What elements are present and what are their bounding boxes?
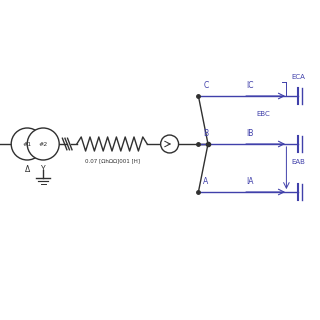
Text: B: B <box>203 129 208 138</box>
Text: 0.07 [ΩhΩΩ]001 [H]: 0.07 [ΩhΩΩ]001 [H] <box>84 158 140 164</box>
Text: IA: IA <box>246 177 254 186</box>
Circle shape <box>161 135 179 153</box>
Text: IB: IB <box>246 129 254 138</box>
Text: #1: #1 <box>23 141 32 147</box>
Text: #2: #2 <box>39 141 48 147</box>
Circle shape <box>27 128 59 160</box>
Text: Δ: Δ <box>25 165 30 174</box>
Text: C: C <box>203 81 208 90</box>
Circle shape <box>11 128 43 160</box>
Text: Y: Y <box>41 165 45 174</box>
Text: IC: IC <box>246 81 254 90</box>
Text: EBC: EBC <box>256 111 270 117</box>
Text: EAB: EAB <box>291 159 305 165</box>
Text: A: A <box>203 177 208 186</box>
Text: ECA: ECA <box>291 74 305 80</box>
